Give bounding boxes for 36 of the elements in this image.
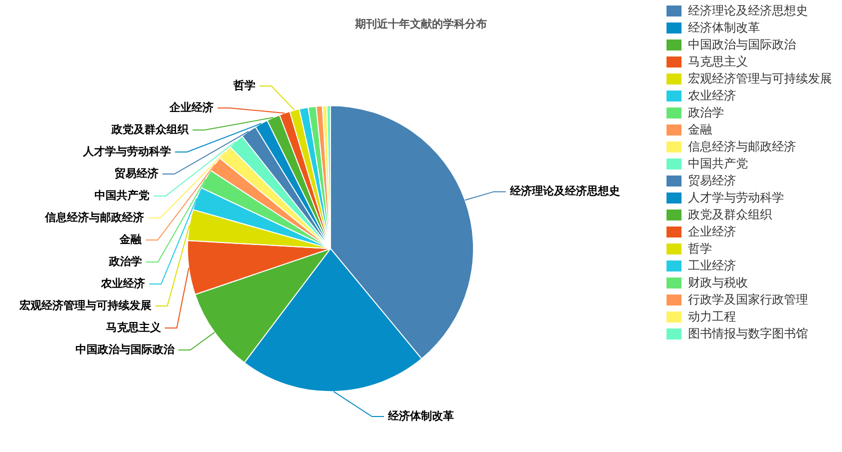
slice-label: 中国共产党 [94, 189, 150, 202]
slice-label: 政治学 [108, 255, 142, 268]
legend-label: 哲学 [688, 241, 712, 256]
legend-label: 经济理论及经济思想史 [688, 3, 808, 18]
legend-label: 中国政治与国际政治 [688, 37, 796, 52]
legend-label: 行政学及国家行政管理 [688, 292, 808, 306]
legend-label: 中国共产党 [688, 156, 748, 170]
legend-label: 企业经济 [688, 224, 736, 238]
slice-label: 企业经济 [168, 101, 214, 114]
legend-label: 信息经济与邮政经济 [688, 139, 796, 154]
slice-label: 经济体制改革 [386, 410, 454, 423]
legend-label: 马克思主义 [688, 54, 748, 68]
legend-label: 政治学 [688, 105, 724, 120]
slice-label: 政党及群众组织 [110, 123, 190, 136]
legend-label: 财政与税收 [688, 275, 748, 290]
legend-label: 动力工程 [688, 309, 736, 324]
legend-label: 贸易经济 [688, 173, 736, 188]
slice-label: 农业经济 [100, 277, 146, 290]
legend-label: 农业经济 [688, 88, 736, 102]
legend-label: 图书情报与数字图书馆 [688, 326, 808, 340]
legend-label: 工业经济 [688, 258, 736, 272]
slice-label: 人才学与劳动科学 [82, 145, 171, 158]
legend-label: 金融 [688, 122, 712, 136]
slice-label: 宏观经济管理与可持续发展 [18, 299, 152, 312]
legend-label: 经济体制改革 [688, 20, 760, 34]
legend-label: 宏观经济管理与可持续发展 [688, 71, 832, 86]
legend-label: 人才学与劳动科学 [688, 190, 784, 204]
slice-label: 中国政治与国际政治 [75, 343, 176, 356]
text: 期刊近十年文献的学科分布 [354, 18, 487, 31]
slice-label: 金融 [118, 233, 143, 246]
slice-label: 马克思主义 [106, 321, 162, 334]
slice-label: 信息经济与邮政经济 [44, 211, 144, 224]
slice-label: 经济理论及经济思想史 [508, 184, 620, 198]
slice-label: 贸易经济 [114, 167, 158, 180]
slice-label: 哲学 [232, 79, 256, 92]
legend-label: 政党及群众组织 [688, 207, 772, 222]
